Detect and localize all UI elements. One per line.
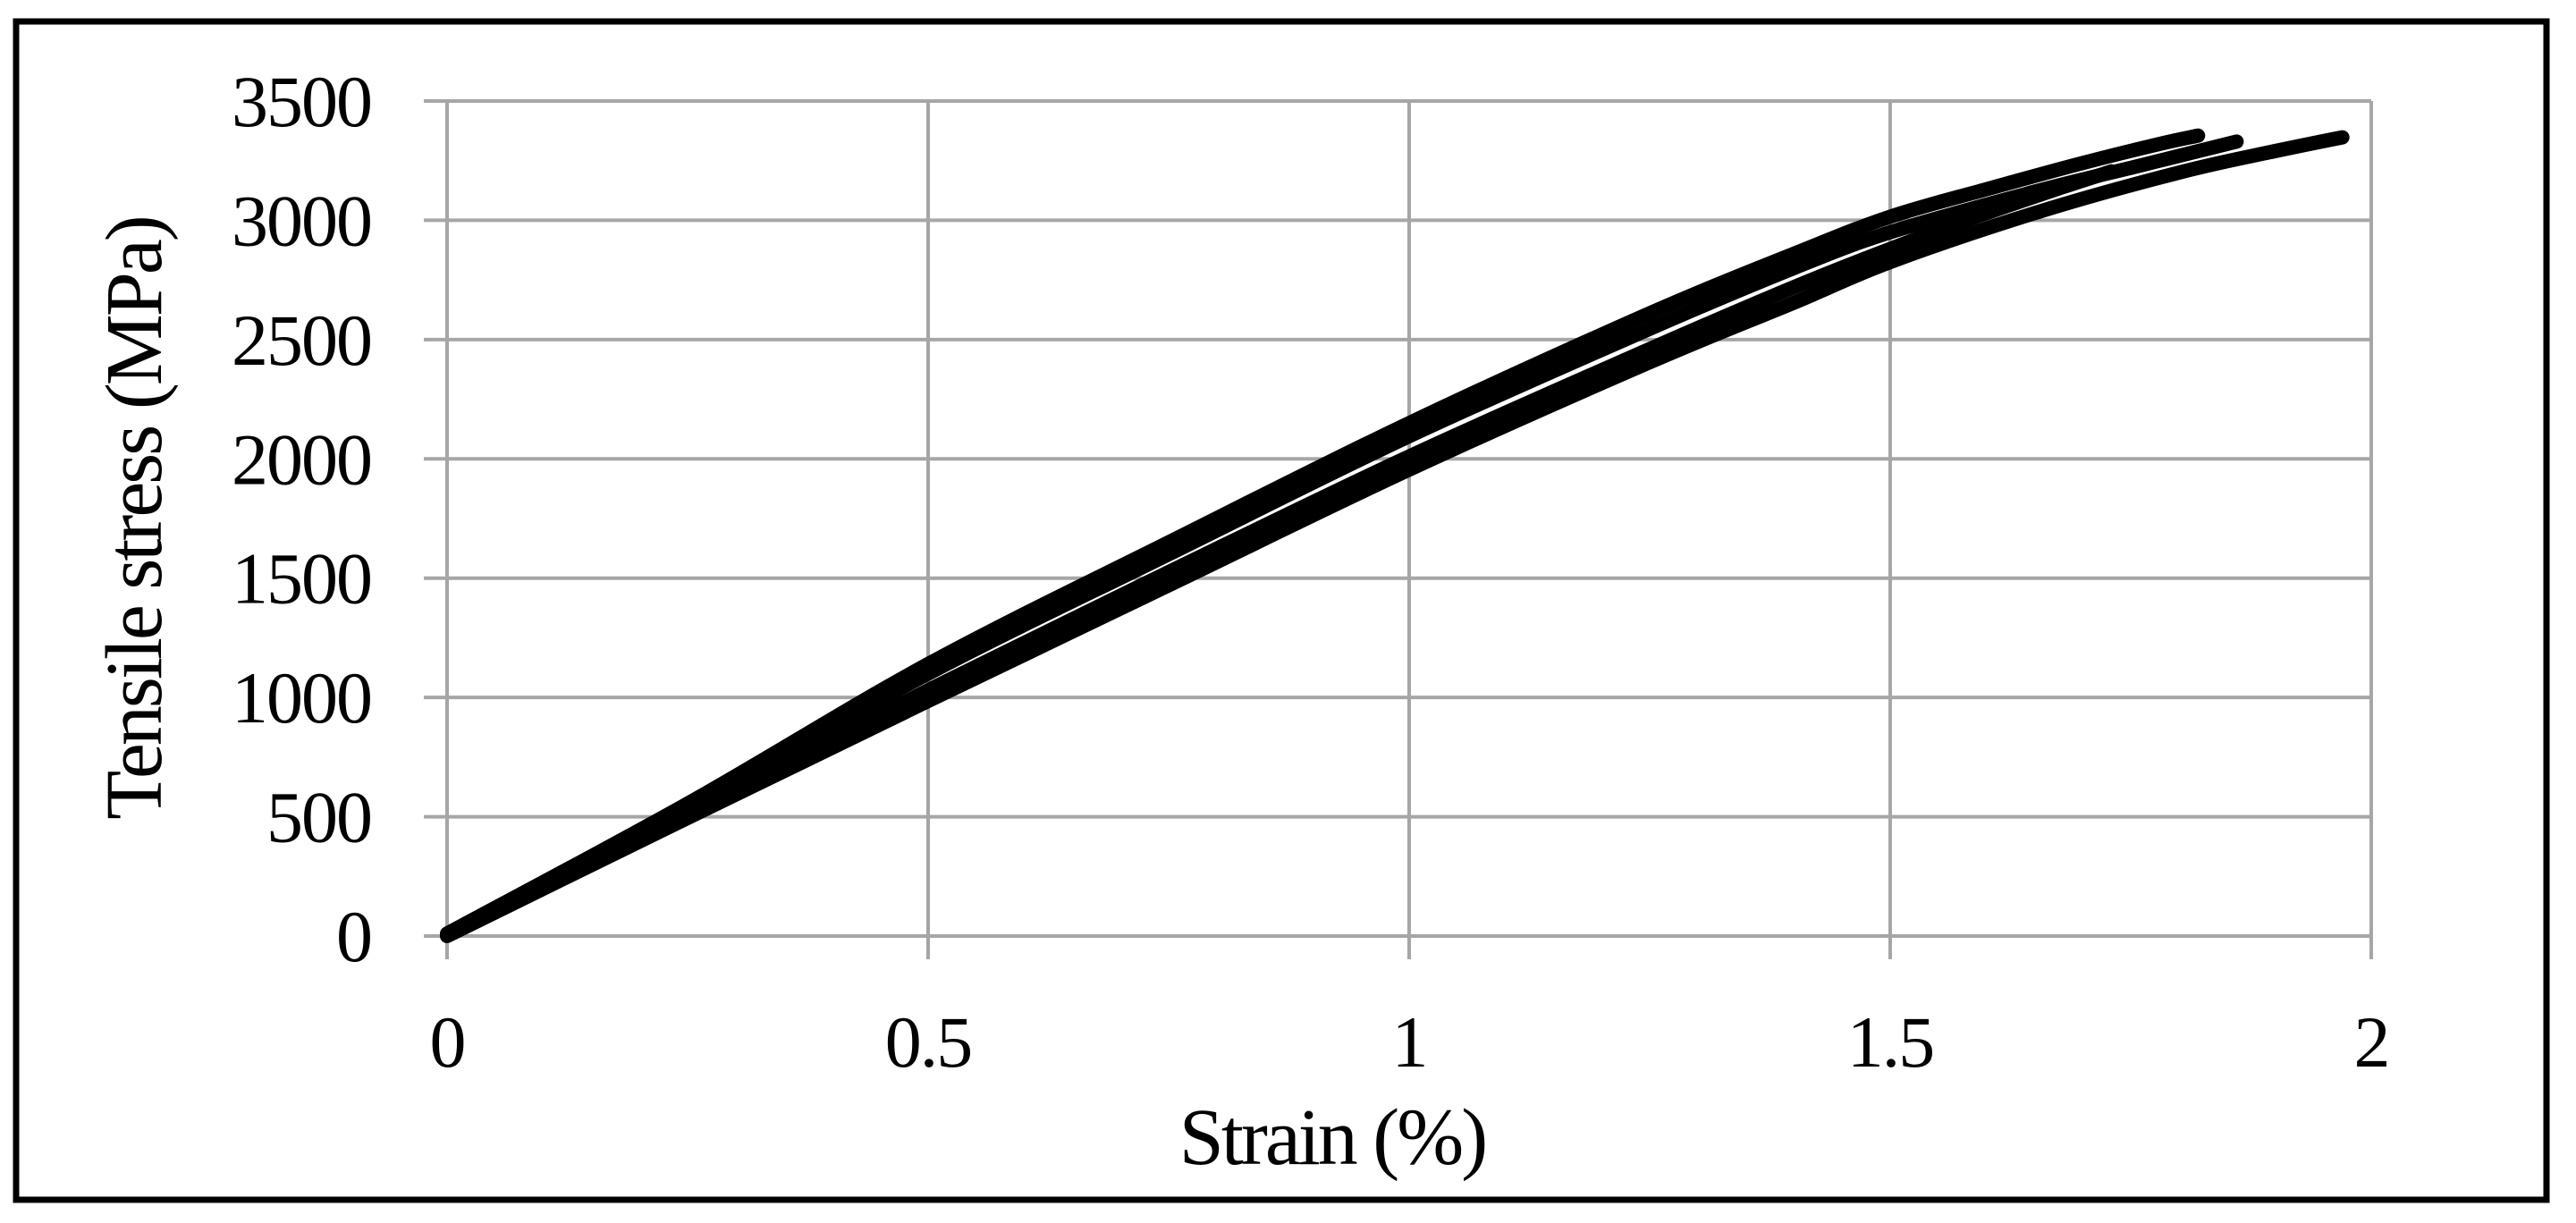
- y-tick-label-3500: 3500: [232, 61, 371, 142]
- x-tick-label-2: 2: [2354, 1001, 2389, 1083]
- series-curve-4: [440, 130, 2350, 943]
- x-tick-label-0.5: 0.5: [885, 1001, 972, 1083]
- y-tick-label-1500: 1500: [232, 538, 371, 620]
- y-tick-label-500: 500: [266, 777, 371, 858]
- y-tick-label-2000: 2000: [232, 418, 371, 500]
- y-tick-label-0: 0: [336, 896, 371, 977]
- y-tick-label-3000: 3000: [232, 180, 371, 261]
- curve-series: [440, 128, 2350, 943]
- y-tick-label-1000: 1000: [232, 657, 371, 738]
- x-tick-label-1: 1: [1392, 1001, 1427, 1083]
- y-axis-title: Tensile stress (MPa): [90, 217, 179, 820]
- x-tick-label-0: 0: [430, 1001, 465, 1083]
- x-tick-labels: 0 0.5 1 1.5 2: [430, 1001, 2391, 1083]
- y-tick-label-2500: 2500: [232, 299, 371, 381]
- gridlines: [424, 99, 2373, 959]
- y-tick-labels: 0 500 1000 1500 2000 2500 3000 3500: [232, 61, 373, 977]
- x-axis-title: Strain (%): [1179, 1093, 1485, 1182]
- figure-border: [13, 18, 2550, 1203]
- x-tick-label-1.5: 1.5: [1847, 1001, 1934, 1083]
